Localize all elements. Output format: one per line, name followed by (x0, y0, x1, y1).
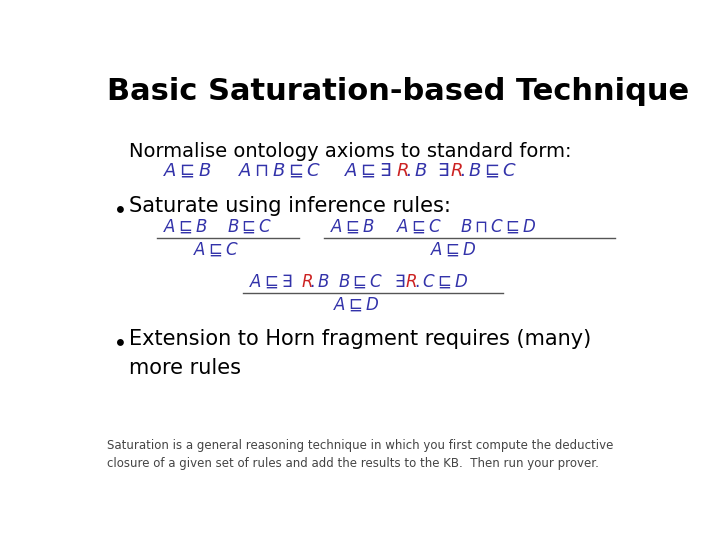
Text: $B \sqsubseteq C$: $B \sqsubseteq C$ (338, 273, 384, 291)
Text: Saturation is a general reasoning technique in which you first compute the deduc: Saturation is a general reasoning techni… (107, 439, 613, 470)
Text: $A \sqsubseteq C$: $A \sqsubseteq C$ (193, 241, 240, 259)
Text: $B \sqcap C \sqsubseteq D$: $B \sqcap C \sqsubseteq D$ (460, 218, 537, 236)
Text: $\exists$: $\exists$ (394, 273, 405, 291)
Text: more rules: more rules (129, 358, 241, 378)
Text: $.B \sqsubseteq C$: $.B \sqsubseteq C$ (459, 162, 517, 180)
Text: $\bullet$: $\bullet$ (112, 329, 125, 353)
Text: Normalise ontology axioms to standard form:: Normalise ontology axioms to standard fo… (129, 141, 572, 161)
Text: $A \sqcap B \sqsubseteq C$: $A \sqcap B \sqsubseteq C$ (238, 162, 321, 180)
Text: $\bullet$: $\bullet$ (112, 196, 125, 220)
Text: $A \sqsubseteq D$: $A \sqsubseteq D$ (333, 296, 379, 314)
Text: $.C \sqsubseteq D$: $.C \sqsubseteq D$ (413, 273, 468, 291)
Text: Basic Saturation-based Technique: Basic Saturation-based Technique (107, 77, 689, 106)
Text: $\exists$: $\exists$ (437, 162, 449, 180)
Text: Extension to Horn fragment requires (many): Extension to Horn fragment requires (man… (129, 329, 591, 349)
Text: $R$: $R$ (450, 162, 463, 180)
Text: $.B$: $.B$ (405, 162, 427, 180)
Text: $A \sqsubseteq D$: $A \sqsubseteq D$ (431, 241, 477, 259)
Text: $A \sqsubseteq \exists$: $A \sqsubseteq \exists$ (344, 162, 392, 180)
Text: $.B$: $.B$ (310, 273, 330, 291)
Text: $A \sqsubseteq B$: $A \sqsubseteq B$ (163, 218, 207, 236)
Text: $R$: $R$ (301, 273, 313, 291)
Text: $A \sqsubseteq B$: $A \sqsubseteq B$ (163, 162, 211, 180)
Text: $B \sqsubseteq C$: $B \sqsubseteq C$ (227, 218, 272, 236)
Text: $A \sqsubseteq C$: $A \sqsubseteq C$ (396, 218, 442, 236)
Text: $R$: $R$ (405, 273, 418, 291)
Text: $A \sqsubseteq B$: $A \sqsubseteq B$ (330, 218, 375, 236)
Text: $A \sqsubseteq \exists$: $A \sqsubseteq \exists$ (249, 273, 293, 291)
Text: $R$: $R$ (396, 162, 408, 180)
Text: Saturate using inference rules:: Saturate using inference rules: (129, 196, 451, 216)
